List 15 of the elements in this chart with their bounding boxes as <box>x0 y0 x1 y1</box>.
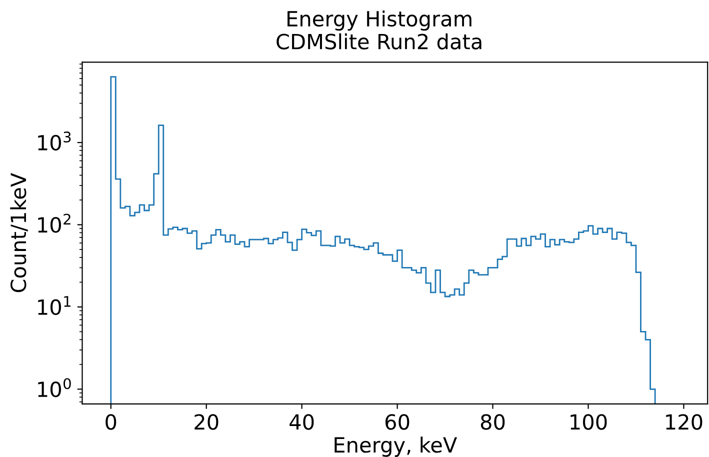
x-tick-label: 0 <box>106 414 116 430</box>
x-tick-label: 60 <box>386 414 410 430</box>
chart-subtitle: CDMSlite Run2 data <box>276 33 482 50</box>
x-tick-label: 40 <box>290 414 314 430</box>
y-tick-label: 10$^{2}$ <box>38 214 70 233</box>
x-tick-label: 20 <box>194 414 218 430</box>
y-tick-label: 10$^{1}$ <box>38 296 70 316</box>
x-tick-label: 120 <box>666 414 702 430</box>
x-axis-title: Energy, keV <box>334 436 458 457</box>
x-tick-label: 100 <box>570 414 607 430</box>
chart-title: Energy Histogram <box>288 10 472 31</box>
y-tick-label: 10$^{3}$ <box>38 131 71 151</box>
x-tick-label: 80 <box>480 414 505 430</box>
y-tick-label: 10$^{0}$ <box>38 378 71 398</box>
y-axis-title: Count/1keV <box>10 172 28 292</box>
